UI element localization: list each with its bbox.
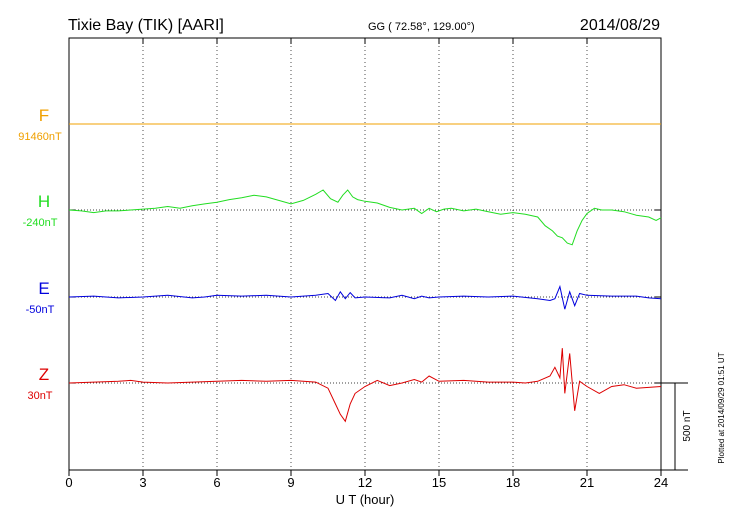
series-baseline-h: -240nT [23, 217, 58, 229]
series-line-h [68, 189, 662, 246]
x-tick-label: 12 [358, 475, 372, 490]
date-label: 2014/08/29 [580, 17, 660, 34]
series-labels: F 91460nT H -240nT E -50nT Z 30nT [18, 106, 62, 402]
x-tick-label: 18 [506, 475, 520, 490]
x-tick-label: 9 [287, 475, 294, 490]
series-line-z [68, 348, 662, 423]
scale-bar-label: 500 nT [682, 410, 693, 441]
x-tick-label: 0 [65, 475, 72, 490]
x-tick-label: 6 [213, 475, 220, 490]
plotted-timestamp: Plotted at 2014/09/29 01:51 UT [717, 352, 726, 463]
x-tick-label: 21 [580, 475, 594, 490]
station-title: Tixie Bay (TIK) [AARI] [68, 17, 224, 34]
series-line-e [68, 284, 662, 310]
series-baseline-z: 30nT [27, 390, 52, 402]
series-lines [68, 123, 662, 423]
series-baseline-f: 91460nT [18, 131, 62, 143]
grid-lines [142, 38, 588, 470]
scale-bar: 500 nT [661, 382, 693, 471]
x-tick-label: 3 [139, 475, 146, 490]
x-tick-label: 15 [432, 475, 446, 490]
station-coordinates: GG ( 72.58°, 129.00°) [368, 21, 475, 33]
series-baseline-e: -50nT [26, 304, 55, 316]
series-name-e: E [38, 279, 49, 298]
series-name-h: H [38, 192, 50, 211]
x-ticks: 0 3 6 9 12 15 18 21 24 [65, 38, 668, 490]
x-tick-label: 24 [654, 475, 668, 490]
series-name-z: Z [39, 365, 49, 384]
series-name-f: F [39, 106, 49, 125]
x-axis-label: U T (hour) [336, 492, 395, 507]
